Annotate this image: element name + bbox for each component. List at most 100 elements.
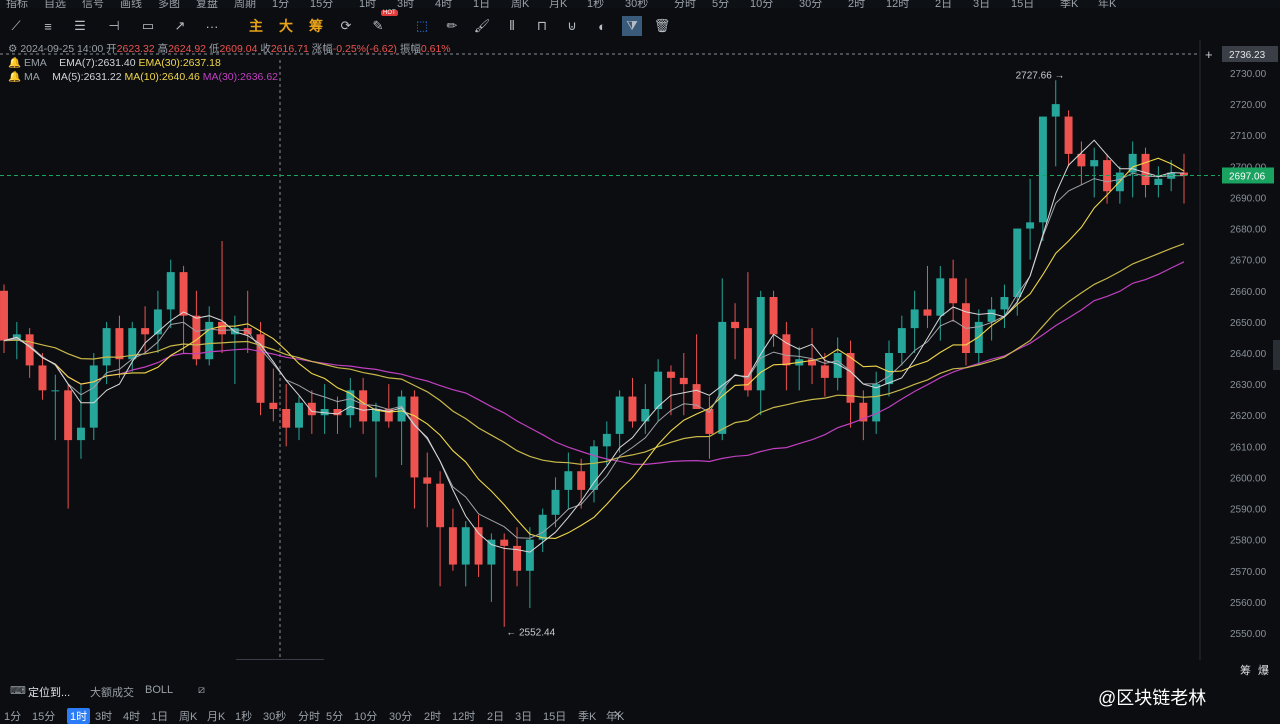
candle-body — [615, 396, 624, 434]
timeframe-item[interactable]: 周K — [179, 711, 198, 723]
top-menu-item[interactable]: 30秒 — [625, 0, 649, 8]
top-menu-item[interactable]: 多图 — [158, 0, 180, 8]
top-menu-item[interactable]: 1秒 — [587, 0, 605, 8]
horizontal-ray-tool-icon[interactable]: ⊣ — [108, 18, 120, 33]
top-menu-item[interactable]: 1时 — [359, 0, 377, 8]
top-menu-item[interactable]: 指标 — [6, 0, 28, 8]
gear-icon[interactable]: ⚙ — [8, 43, 18, 55]
top-menu-item[interactable]: 月K — [549, 0, 568, 8]
indicator-icon[interactable]: ⟳ — [340, 18, 352, 33]
top-menu-item[interactable]: 周期 — [234, 0, 256, 8]
top-menu-item[interactable]: 15日 — [1011, 0, 1035, 8]
magnet-tool-icon[interactable]: ⊍ — [567, 18, 577, 33]
timeframe-item[interactable]: 30秒 — [263, 711, 287, 723]
timeframe-item[interactable]: 1分 — [4, 711, 22, 723]
top-menu-item[interactable]: 3时 — [397, 0, 415, 8]
top-menu-item[interactable]: 1日 — [473, 0, 491, 8]
visibility-tool-icon[interactable]: ◐ — [598, 18, 606, 34]
y-tick-label: 2570.00 — [1230, 567, 1267, 578]
price-axis — [1200, 40, 1280, 660]
arrow-tool-icon[interactable]: ↗ — [174, 18, 186, 33]
timeframe-item[interactable]: 分时 — [298, 711, 320, 723]
timeframe-item[interactable]: 2日 — [487, 711, 505, 723]
candle-body — [564, 471, 573, 490]
big-volume-button[interactable]: 大额成交 — [90, 687, 134, 699]
edit-icon[interactable]: ⧄ — [198, 684, 205, 696]
timeframe-item[interactable]: 1时 — [67, 708, 91, 724]
top-menu-item[interactable]: 5分 — [712, 0, 730, 8]
main-chart-button[interactable]: 主 — [249, 18, 263, 34]
top-menu-item[interactable]: 年K — [1098, 0, 1117, 8]
top-menu-item[interactable]: 12时 — [886, 0, 910, 8]
select-tool-icon[interactable]: ⬚ — [415, 18, 429, 33]
big-order-button[interactable]: 大 — [279, 18, 293, 34]
timeframe-item[interactable]: 1日 — [151, 711, 169, 723]
top-menu-item[interactable]: 自选 — [44, 0, 66, 8]
top-menu-item[interactable]: 复盘 — [196, 0, 218, 8]
liquidation-side-button[interactable]: 爆 — [1258, 665, 1269, 677]
ma-label[interactable]: MA — [24, 71, 40, 83]
timeframe-item[interactable]: 30分 — [389, 711, 413, 723]
horizontal-lines-tool-icon[interactable]: ≡ — [44, 18, 52, 34]
timeframe-item[interactable]: 5分 — [326, 711, 344, 723]
candle-body — [525, 539, 534, 571]
top-menu-item[interactable]: 2日 — [935, 0, 953, 8]
open-label: 开 — [106, 43, 117, 55]
candle-body — [769, 297, 778, 335]
more-tools-icon[interactable]: ··· — [205, 18, 219, 34]
timeframe-item[interactable]: 月K — [207, 711, 226, 723]
timeframe-item[interactable]: 3日 — [515, 711, 533, 723]
timeframe-item[interactable]: 1秒 — [235, 711, 253, 723]
top-menu-item[interactable]: 30分 — [799, 0, 823, 8]
y-tick-label: 2680.00 — [1230, 225, 1267, 236]
candle-body — [76, 427, 85, 441]
rectangle-tool-icon[interactable]: ▭ — [141, 18, 155, 33]
top-menu-item[interactable]: 1分 — [272, 0, 290, 8]
filter-tool-icon[interactable]: ⧩ — [622, 16, 642, 36]
signal-tool-icon[interactable]: ✎ — [372, 18, 384, 33]
top-menu-item[interactable]: 画线 — [120, 0, 142, 8]
top-menu-item[interactable]: 分时 — [674, 0, 696, 8]
timeframe-item[interactable]: 15日 — [543, 711, 567, 723]
chip-side-button[interactable]: 筹 — [1240, 665, 1251, 677]
top-menu-item[interactable]: 4时 — [435, 0, 453, 8]
timeframe-item[interactable]: 12时 — [452, 711, 476, 723]
candle-body — [846, 353, 855, 403]
timeframe-item[interactable]: 10分 — [354, 711, 378, 723]
top-menu-item[interactable]: 季K — [1060, 0, 1079, 8]
timeframe-item[interactable]: 2时 — [424, 711, 442, 723]
brush-tool-icon[interactable]: 🖌 — [473, 18, 491, 33]
chip-distribution-button[interactable]: 筹 — [309, 18, 323, 34]
bell-icon[interactable]: 🔔 — [8, 57, 22, 69]
lock-tool-icon[interactable]: ⊓ — [536, 18, 548, 33]
close-icon[interactable]: ✕ — [613, 709, 623, 721]
parallel-channel-tool-icon[interactable]: ☰ — [74, 18, 86, 33]
ma10-value: MA(10):2640.46 — [124, 71, 200, 83]
boll-button[interactable]: BOLL — [145, 684, 174, 696]
trendline-tool-icon[interactable]: ⟋ — [11, 18, 21, 33]
timeframe-item[interactable]: 15分 — [32, 711, 56, 723]
locate-button[interactable]: 定位到... — [28, 687, 71, 699]
low-value: 2609.04 — [219, 43, 258, 55]
timeframe-item[interactable]: 季K — [578, 711, 597, 723]
top-menu-item[interactable]: 信号 — [82, 0, 104, 8]
timeframe-item[interactable]: 4时 — [123, 711, 141, 723]
ema-label[interactable]: EMA — [24, 57, 47, 69]
timeframe-item[interactable]: 3时 — [95, 711, 113, 723]
ruler-tool-icon[interactable]: ⫴ — [509, 18, 515, 33]
candle-body — [1000, 297, 1009, 310]
top-menu-item[interactable]: 2时 — [848, 0, 866, 8]
candlestick-chart[interactable]: 2730.002720.002710.002700.002690.002680.… — [0, 40, 1280, 660]
locate-icon[interactable]: ⌨ — [10, 685, 26, 697]
candle-body — [256, 334, 265, 403]
low-label: 低 — [208, 43, 220, 55]
top-menu-item[interactable]: 周K — [511, 0, 530, 8]
delete-tool-icon[interactable]: 🗑 — [653, 18, 671, 33]
y-tick-label: 2720.00 — [1230, 100, 1267, 111]
top-menu-item[interactable]: 15分 — [310, 0, 334, 8]
bell-icon[interactable]: 🔔 — [8, 71, 22, 83]
top-menu-item[interactable]: 10分 — [750, 0, 774, 8]
candle-body — [436, 483, 445, 528]
top-menu-item[interactable]: 3日 — [973, 0, 991, 8]
pencil-tool-icon[interactable]: ✏ — [446, 18, 458, 33]
